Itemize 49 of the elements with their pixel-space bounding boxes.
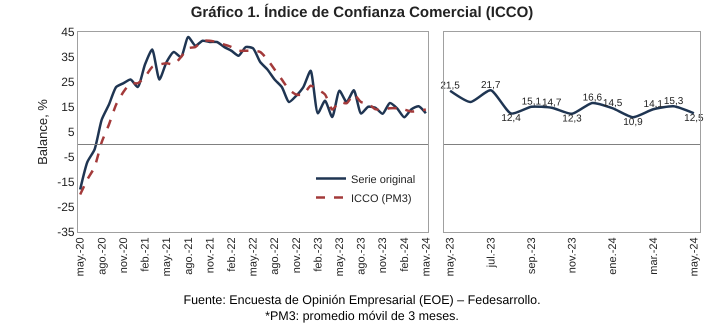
x-tick-label: nov.-23	[377, 237, 390, 274]
legend-label: Serie original	[351, 174, 416, 186]
y-tick-label: 25	[61, 75, 75, 90]
x-tick-label: ene.-24	[607, 237, 620, 275]
data-label: 21,7	[480, 80, 501, 91]
x-tick-label: nov.-21	[204, 237, 216, 274]
y-axis-title: Balance, %	[35, 98, 50, 165]
x-tick-label: feb.-23	[312, 237, 324, 272]
chart-title: Gráfico 1. Índice de Confianza Comercial (ICCO)	[190, 4, 534, 21]
data-label: 15,1	[522, 96, 542, 108]
x-tick-label: feb.-22	[226, 237, 238, 272]
y-tick-label: -5	[64, 150, 75, 164]
y-tick-label: -15	[57, 175, 75, 190]
x-tick-label: feb.-24	[398, 237, 411, 272]
y-tick-label: 5	[68, 125, 75, 140]
data-label: 15,3	[664, 96, 684, 107]
data-label: 14,7	[542, 97, 562, 108]
x-tick-label: may.-22	[248, 237, 260, 276]
data-label: 12,3	[562, 113, 582, 124]
x-tick-label: jul.-23	[485, 237, 498, 268]
x-tick-label: nov.-22	[290, 237, 303, 274]
y-tick-label: -25	[57, 200, 75, 214]
x-tick-label: feb.-21	[140, 237, 152, 272]
y-tick-label: 35	[61, 50, 75, 64]
x-tick-label: ago.-23	[356, 237, 368, 275]
data-label: 14,5	[602, 98, 623, 109]
x-tick-label: may.-21	[161, 237, 174, 276]
x-tick-label: ago.-21	[182, 237, 195, 275]
data-label: 14,1	[644, 98, 664, 110]
data-label: 16,6	[582, 92, 602, 104]
x-tick-label: may.-24	[420, 237, 432, 276]
x-tick-label: nov.-20	[118, 237, 130, 274]
x-tick-label: may.-23	[334, 237, 346, 276]
x-tick-label: nov.-23	[566, 237, 579, 274]
legend-label: ICCO (PM3)	[351, 192, 412, 205]
x-tick-label: may.-23	[444, 237, 457, 276]
y-tick-label: -35	[57, 225, 75, 240]
x-tick-label: ago.-22	[269, 237, 282, 275]
x-tick-label: ago.-20	[96, 237, 108, 275]
x-tick-label: sep.-23	[526, 237, 538, 274]
data-label: 10,9	[623, 116, 644, 128]
text: *PM3: promedio móvil de 3 meses.	[265, 309, 459, 323]
x-tick-label: may.-24	[688, 237, 700, 276]
x-tick-label: mar.-24	[648, 237, 660, 275]
x-tick-label: may.-20	[74, 237, 87, 276]
source-note: Fuente: Encuesta de Opinión Empresarial (EOE) – Fedesarrollo.	[183, 293, 541, 307]
y-tick-label: 15	[61, 100, 75, 114]
y-tick-label: 45	[61, 25, 75, 40]
data-label: 12,4	[501, 113, 522, 124]
